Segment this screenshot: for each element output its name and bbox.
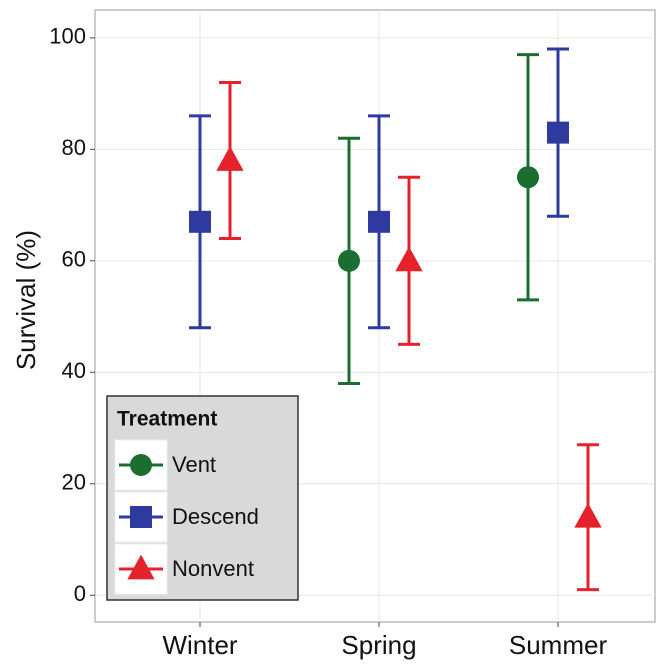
y-axis-label: Survival (%): [11, 230, 41, 370]
point: [547, 121, 569, 144]
x-tick-label: Winter: [162, 630, 237, 660]
point: [189, 210, 211, 233]
point: [338, 249, 360, 272]
legend-marker: [130, 506, 152, 528]
y-tick-label: 20: [62, 470, 86, 495]
legend-label: Vent: [172, 452, 216, 477]
y-tick-label: 100: [49, 24, 86, 49]
y-tick-label: 60: [62, 247, 86, 272]
legend: Treatment Vent Descend Nonvent: [106, 395, 299, 601]
point: [574, 502, 602, 528]
legend-marker: [127, 554, 155, 580]
x-tick-label: Summer: [509, 630, 608, 660]
legend-marker: [130, 454, 152, 476]
legend-label: Descend: [172, 504, 259, 529]
x-tick-label: Spring: [341, 630, 416, 660]
point: [517, 166, 539, 189]
legend-label: Nonvent: [172, 556, 254, 581]
point: [216, 146, 244, 171]
point: [395, 246, 423, 272]
y-tick-label: 80: [62, 135, 86, 160]
y-tick-label: 0: [74, 581, 86, 606]
point: [368, 210, 390, 233]
legend-title: Treatment: [117, 408, 217, 431]
y-tick-label: 40: [62, 358, 86, 383]
